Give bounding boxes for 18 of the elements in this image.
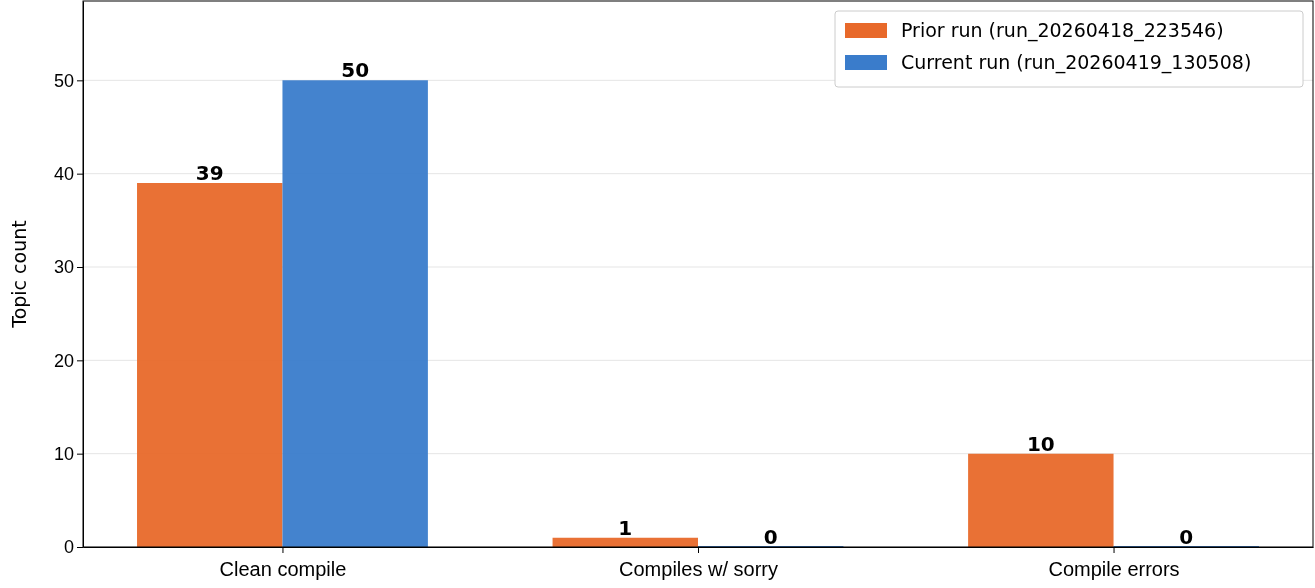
- y-tick-label: 50: [53, 70, 74, 91]
- x-tick-label: Compiles w/ sorry: [619, 558, 778, 580]
- x-tick-label: Compile errors: [1048, 558, 1180, 580]
- y-tick-label: 30: [53, 257, 74, 278]
- legend-label: Prior run (run_20260418_223546): [901, 19, 1224, 42]
- data-label: 10: [1026, 431, 1055, 456]
- data-label: 50: [341, 58, 370, 83]
- x-tick-label: Clean compile: [219, 558, 347, 580]
- data-label: 39: [195, 161, 224, 185]
- data-label: 0: [763, 525, 778, 549]
- y-tick-label: 10: [53, 443, 74, 464]
- y-tick-label: 20: [53, 350, 74, 371]
- data-label: 0: [1179, 525, 1194, 549]
- y-tick-label: 0: [63, 537, 74, 558]
- y-tick-label: 40: [53, 163, 74, 184]
- data-label: 1: [618, 515, 633, 540]
- y-axis-title: Topic count: [8, 220, 30, 329]
- legend-label: Current run (run_20260419_130508): [901, 51, 1252, 74]
